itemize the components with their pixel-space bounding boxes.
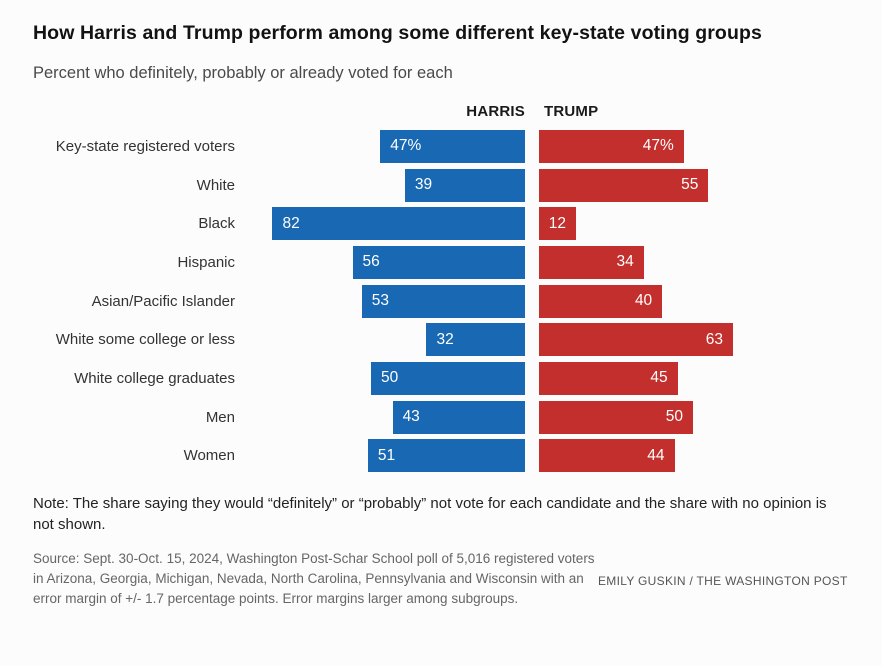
trump-bar-cell: 44 — [539, 439, 849, 473]
trump-bar-value: 55 — [681, 176, 699, 194]
trump-bar-cell: 50 — [539, 400, 849, 434]
chart-row: Women 51 44 — [33, 437, 849, 476]
row-label: Key-state registered voters — [55, 137, 235, 155]
harris-bar-cell: 82 — [235, 207, 525, 241]
harris-bar-value: 56 — [362, 253, 380, 271]
trump-bar-value: 63 — [705, 330, 724, 348]
row-label: Hispanic — [177, 253, 235, 271]
trump-bar-cell: 63 — [539, 323, 849, 357]
chart-footer: Source: Sept. 30-Oct. 15, 2024, Washingt… — [33, 549, 849, 609]
row-label: Women — [183, 447, 235, 465]
chart-note: Note: The share saying they would “defin… — [33, 495, 827, 534]
trump-bar: 44 — [539, 439, 675, 473]
series-label-trump: TRUMP — [544, 103, 599, 120]
harris-bar-cell: 39 — [235, 168, 525, 202]
harris-bar-value: 82 — [282, 214, 300, 232]
harris-bar-cell: 50 — [235, 361, 525, 395]
row-label: White some college or less — [55, 331, 235, 349]
harris-bar-value: 32 — [436, 330, 454, 348]
chart-row: Hispanic 56 34 — [33, 243, 849, 282]
harris-bar: 39 — [404, 168, 525, 202]
harris-bar-value: 47% — [390, 137, 422, 155]
harris-bar: 32 — [426, 323, 525, 357]
chart-row: White some college or less 32 63 — [33, 320, 849, 359]
chart-row: Men 43 50 — [33, 398, 849, 437]
trump-bar-value: 12 — [548, 214, 566, 232]
chart-row: Black 82 12 — [33, 204, 849, 243]
harris-bar: 51 — [367, 439, 525, 473]
chart-row: Key-state registered voters 47% 47% — [33, 127, 849, 166]
chart-source: Source: Sept. 30-Oct. 15, 2024, Washingt… — [33, 551, 595, 607]
harris-bar: 82 — [272, 207, 525, 241]
harris-bar: 53 — [361, 284, 525, 318]
chart-card: How Harris and Trump perform among some … — [33, 22, 849, 609]
row-label: Men — [205, 408, 235, 426]
harris-bar-cell: 56 — [235, 245, 525, 279]
trump-bar-value: 40 — [634, 292, 653, 310]
harris-bar: 47% — [380, 129, 525, 163]
trump-bar: 40 — [539, 284, 663, 318]
harris-bar-cell: 53 — [235, 284, 525, 318]
trump-bar: 50 — [539, 400, 693, 434]
trump-bar-cell: 34 — [539, 245, 849, 279]
trump-bar-value: 44 — [647, 446, 665, 464]
trump-bar: 45 — [539, 361, 678, 395]
row-label: White college graduates — [74, 369, 235, 387]
harris-bar: 43 — [392, 400, 525, 434]
trump-bar: 34 — [539, 245, 644, 279]
harris-bar: 56 — [352, 245, 525, 279]
harris-bar-cell: 47% — [235, 129, 525, 163]
harris-bar-value: 51 — [377, 446, 396, 464]
harris-bar-cell: 32 — [235, 323, 525, 357]
diverging-bar-chart: HARRIS TRUMP Key-state registered voters… — [33, 100, 849, 475]
row-label: White — [196, 176, 235, 194]
trump-bar-cell: 55 — [539, 168, 849, 202]
chart-row: White 39 55 — [33, 166, 849, 205]
chart-row: Asian/Pacific Islander 53 40 — [33, 282, 849, 321]
harris-bar: 50 — [371, 361, 525, 395]
row-label: Asian/Pacific Islander — [91, 292, 235, 310]
harris-bar-value: 50 — [381, 369, 399, 387]
trump-bar-value: 45 — [650, 369, 668, 387]
chart-title: How Harris and Trump perform among some … — [33, 22, 762, 44]
chart-subtitle: Percent who definitely, probably or alre… — [33, 64, 453, 82]
trump-bar-value: 34 — [616, 253, 634, 271]
chart-credit: EMILY GUSKIN / THE WASHINGTON POST — [598, 574, 848, 589]
chart-series-header: HARRIS TRUMP — [33, 100, 849, 120]
trump-bar: 55 — [539, 168, 709, 202]
harris-bar-cell: 43 — [235, 400, 525, 434]
trump-bar-cell: 45 — [539, 361, 849, 395]
trump-bar-cell: 12 — [539, 207, 849, 241]
harris-bar-value: 53 — [371, 292, 390, 310]
trump-bar-value: 47% — [642, 137, 674, 155]
trump-bar: 47% — [539, 129, 684, 163]
chart-row: White college graduates 50 45 — [33, 359, 849, 398]
chart-rows: Key-state registered voters 47% 47% White 39… — [33, 127, 849, 475]
harris-bar-value: 39 — [414, 176, 433, 194]
series-label-harris: HARRIS — [466, 103, 525, 120]
trump-bar-cell: 40 — [539, 284, 849, 318]
harris-bar-cell: 51 — [235, 439, 525, 473]
row-label: Black — [198, 215, 235, 233]
trump-bar: 63 — [539, 323, 734, 357]
trump-bar-value: 50 — [665, 408, 683, 426]
harris-bar-value: 43 — [402, 408, 420, 426]
trump-bar: 12 — [539, 207, 576, 241]
trump-bar-cell: 47% — [539, 129, 849, 163]
